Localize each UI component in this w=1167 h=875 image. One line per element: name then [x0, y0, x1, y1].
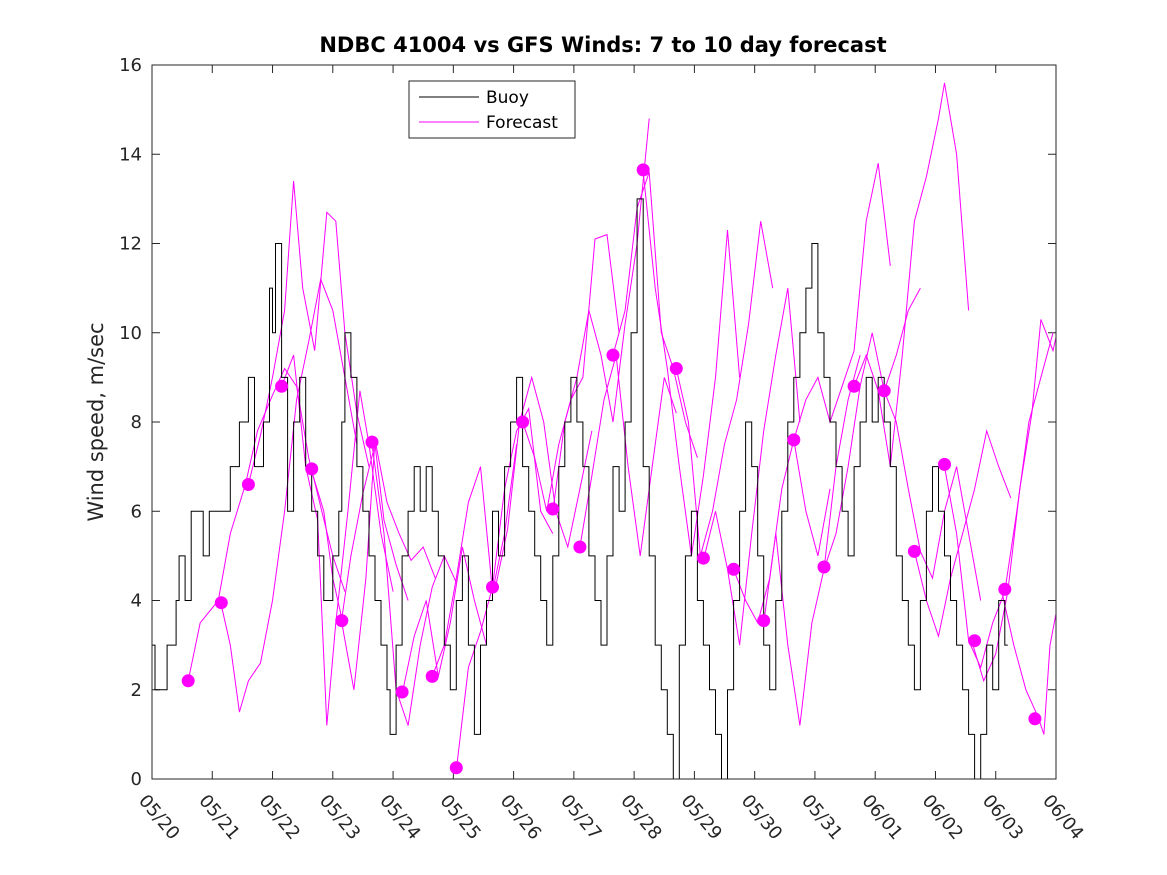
forecast-point [241, 478, 255, 491]
forecast-point [817, 560, 831, 574]
forecast-point [968, 634, 982, 648]
forecast-line [495, 375, 593, 588]
forecast-line [763, 354, 861, 726]
y-tick-label: 6 [131, 501, 142, 522]
forecast-line [220, 277, 358, 713]
forecast-line [702, 288, 801, 646]
forecast-point [305, 462, 319, 476]
forecast-point [516, 415, 530, 429]
y-tick-label: 2 [131, 680, 142, 701]
forecast-point [757, 614, 771, 628]
forecast-point [669, 362, 683, 375]
forecast-line [913, 428, 1012, 639]
forecast-point [449, 761, 463, 775]
forecast-line [311, 444, 409, 619]
forecast-point [425, 669, 439, 683]
y-tick-label: 10 [119, 323, 142, 344]
forecast-point [847, 379, 861, 393]
forecast-line [793, 163, 891, 441]
forecast-point [1028, 712, 1042, 726]
forecast-line [612, 171, 698, 458]
y-tick-label: 0 [131, 769, 142, 790]
forecast-line [853, 82, 970, 467]
y-tick-label: 12 [119, 234, 142, 255]
forecast-line [675, 221, 774, 557]
forecast-point [696, 551, 710, 565]
forecast-point [573, 540, 587, 554]
y-tick-label: 8 [131, 412, 142, 433]
y-tick-label: 16 [119, 55, 142, 76]
forecast-point [214, 596, 228, 610]
forecast-line [883, 390, 982, 601]
forecast-line [971, 319, 1057, 683]
y-tick-label: 14 [119, 144, 142, 165]
forecast-point [907, 544, 921, 558]
forecast-point [275, 379, 289, 393]
forecast-line [431, 444, 518, 677]
y-axis-label: Wind speed, m/sec [84, 322, 108, 521]
axes-box [151, 64, 1057, 780]
forecast-point [606, 348, 620, 362]
forecast-point [636, 163, 650, 177]
buoy-line [152, 198, 1008, 780]
forecast-point [787, 433, 801, 447]
chart-title: NDBC 41004 vs GFS Winds: 7 to 10 day for… [319, 33, 886, 57]
forecast-point [727, 562, 741, 576]
forecast-point [181, 674, 195, 688]
forecast-line [552, 118, 650, 512]
y-tick-label: 4 [131, 591, 142, 612]
forecast-line [823, 287, 921, 570]
forecast-point [365, 435, 379, 449]
forecast-line [401, 546, 487, 695]
forecast-line [247, 180, 370, 485]
forecast-line [733, 439, 831, 625]
forecast-line [371, 444, 457, 726]
forecast-line [341, 439, 436, 690]
legend-label: Forecast [486, 113, 558, 133]
forecast-point [998, 582, 1012, 596]
forecast-point [486, 580, 499, 594]
legend-label: Buoy [486, 88, 529, 108]
forecast-line [579, 354, 677, 556]
forecast-point [335, 614, 349, 628]
legend: Buoy Forecast [408, 80, 576, 139]
forecast-point [877, 384, 891, 398]
plot-area [151, 64, 1057, 780]
forecast-point [938, 457, 951, 471]
legend-box [408, 80, 576, 139]
forecast-point [395, 685, 409, 699]
forecast-point [546, 502, 560, 516]
